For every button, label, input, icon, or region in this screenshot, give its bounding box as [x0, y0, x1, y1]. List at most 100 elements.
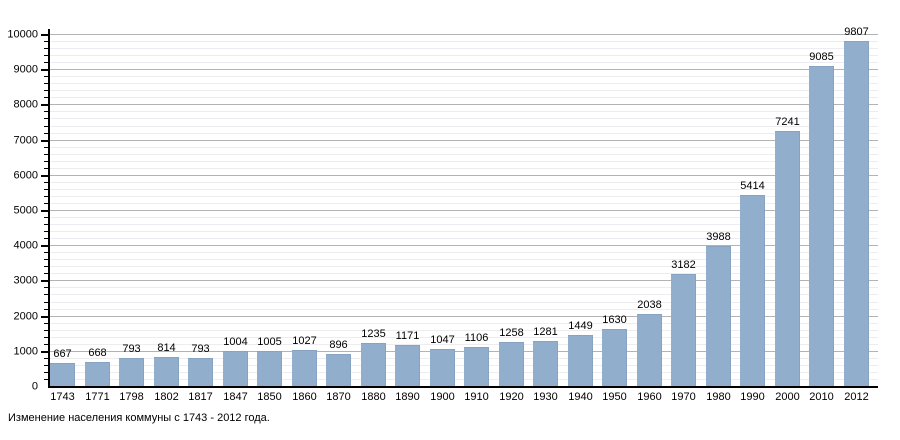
minor-gridline — [50, 309, 878, 310]
minor-gridline — [50, 294, 878, 295]
minor-gridline — [50, 133, 878, 134]
major-gridline — [50, 316, 878, 317]
y-major-tick — [41, 69, 48, 71]
minor-gridline — [50, 330, 878, 331]
y-major-tick — [41, 316, 48, 318]
y-minor-tick — [44, 161, 48, 162]
minor-gridline — [50, 203, 878, 204]
y-tick-label: 2000 — [13, 310, 38, 323]
y-minor-tick — [44, 90, 48, 91]
y-minor-tick — [44, 309, 48, 310]
bar-value-label: 667 — [53, 348, 72, 360]
minor-gridline — [50, 217, 878, 218]
bar-1900 — [430, 349, 455, 386]
minor-gridline — [50, 168, 878, 169]
bar-value-label: 3988 — [706, 231, 731, 243]
y-minor-tick — [44, 111, 48, 112]
minor-gridline — [50, 76, 878, 77]
x-tick-label: 1950 — [602, 391, 627, 403]
minor-gridline — [50, 302, 878, 303]
y-major-tick — [41, 245, 48, 247]
bar-2000 — [775, 131, 800, 386]
bar-1860 — [292, 350, 317, 386]
y-tick-label: 3000 — [13, 274, 38, 287]
bar-1870 — [326, 354, 351, 386]
bar-1990 — [740, 195, 765, 386]
major-gridline — [50, 104, 878, 105]
y-minor-tick — [44, 224, 48, 225]
x-tick-label: 1798 — [119, 391, 144, 403]
bar-value-label: 1047 — [430, 334, 455, 346]
x-tick-label: 1847 — [223, 391, 248, 403]
y-minor-tick — [44, 133, 48, 134]
y-minor-tick — [44, 259, 48, 260]
bar-1950 — [602, 329, 627, 386]
y-major-tick — [41, 140, 48, 142]
x-tick-label: 1960 — [637, 391, 662, 403]
x-tick-label: 2010 — [809, 391, 834, 403]
bar-value-label: 668 — [88, 347, 107, 359]
chart-caption: Изменение населения коммуны с 1743 - 201… — [8, 412, 270, 424]
x-tick-label: 1743 — [50, 391, 75, 403]
x-tick-label: 1970 — [671, 391, 696, 403]
bar-1798 — [119, 358, 144, 386]
y-tick-label: 6000 — [13, 169, 38, 182]
y-minor-tick — [44, 287, 48, 288]
minor-gridline — [50, 126, 878, 127]
x-tick-label: 2012 — [844, 391, 869, 403]
y-minor-tick — [44, 379, 48, 380]
bar-value-label: 793 — [122, 343, 141, 355]
bar-1920 — [499, 342, 524, 386]
bar-value-label: 1106 — [464, 332, 489, 344]
bar-value-label: 1171 — [395, 330, 420, 342]
major-gridline — [50, 245, 878, 246]
y-minor-tick — [44, 372, 48, 373]
minor-gridline — [50, 182, 878, 183]
y-minor-tick — [44, 189, 48, 190]
minor-gridline — [50, 154, 878, 155]
minor-gridline — [50, 252, 878, 253]
minor-gridline — [50, 231, 878, 232]
y-minor-tick — [44, 83, 48, 84]
minor-gridline — [50, 62, 878, 63]
y-minor-tick — [44, 203, 48, 204]
y-major-tick — [41, 280, 48, 282]
minor-gridline — [50, 196, 878, 197]
bar-1910 — [464, 347, 489, 386]
y-minor-tick — [44, 238, 48, 239]
y-minor-tick — [44, 182, 48, 183]
bar-value-label: 896 — [329, 339, 348, 351]
y-minor-tick — [44, 196, 48, 197]
y-major-tick — [41, 175, 48, 177]
bar-1743 — [50, 363, 75, 386]
bar-1890 — [395, 345, 420, 386]
major-gridline — [50, 175, 878, 176]
minor-gridline — [50, 344, 878, 345]
y-minor-tick — [44, 365, 48, 366]
y-tick-label: 10000 — [7, 28, 38, 41]
y-major-tick — [41, 104, 48, 106]
x-tick-label: 1940 — [568, 391, 593, 403]
bar-1940 — [568, 335, 593, 386]
y-major-tick — [41, 210, 48, 212]
x-tick-label: 1850 — [257, 391, 282, 403]
minor-gridline — [50, 189, 878, 190]
bar-value-label: 1630 — [602, 314, 627, 326]
y-minor-tick — [44, 48, 48, 49]
bar-1850 — [257, 351, 282, 386]
minor-gridline — [50, 287, 878, 288]
y-tick-label: 1000 — [13, 345, 38, 358]
major-gridline — [50, 69, 878, 70]
x-tick-label: 1802 — [154, 391, 179, 403]
y-minor-tick — [44, 97, 48, 98]
y-minor-tick — [44, 168, 48, 169]
bar-value-label: 9085 — [809, 51, 834, 63]
bar-value-label: 1005 — [257, 336, 282, 348]
bar-2012 — [844, 41, 869, 386]
bar-value-label: 814 — [157, 342, 176, 354]
y-minor-tick — [44, 154, 48, 155]
minor-gridline — [50, 83, 878, 84]
minor-gridline — [50, 111, 878, 112]
bar-1847 — [223, 351, 248, 386]
